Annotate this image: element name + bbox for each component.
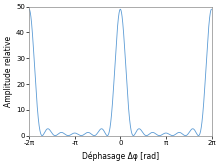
X-axis label: Déphasage Δφ [rad]: Déphasage Δφ [rad]	[82, 151, 159, 161]
Y-axis label: Amplitude relative: Amplitude relative	[4, 36, 13, 107]
